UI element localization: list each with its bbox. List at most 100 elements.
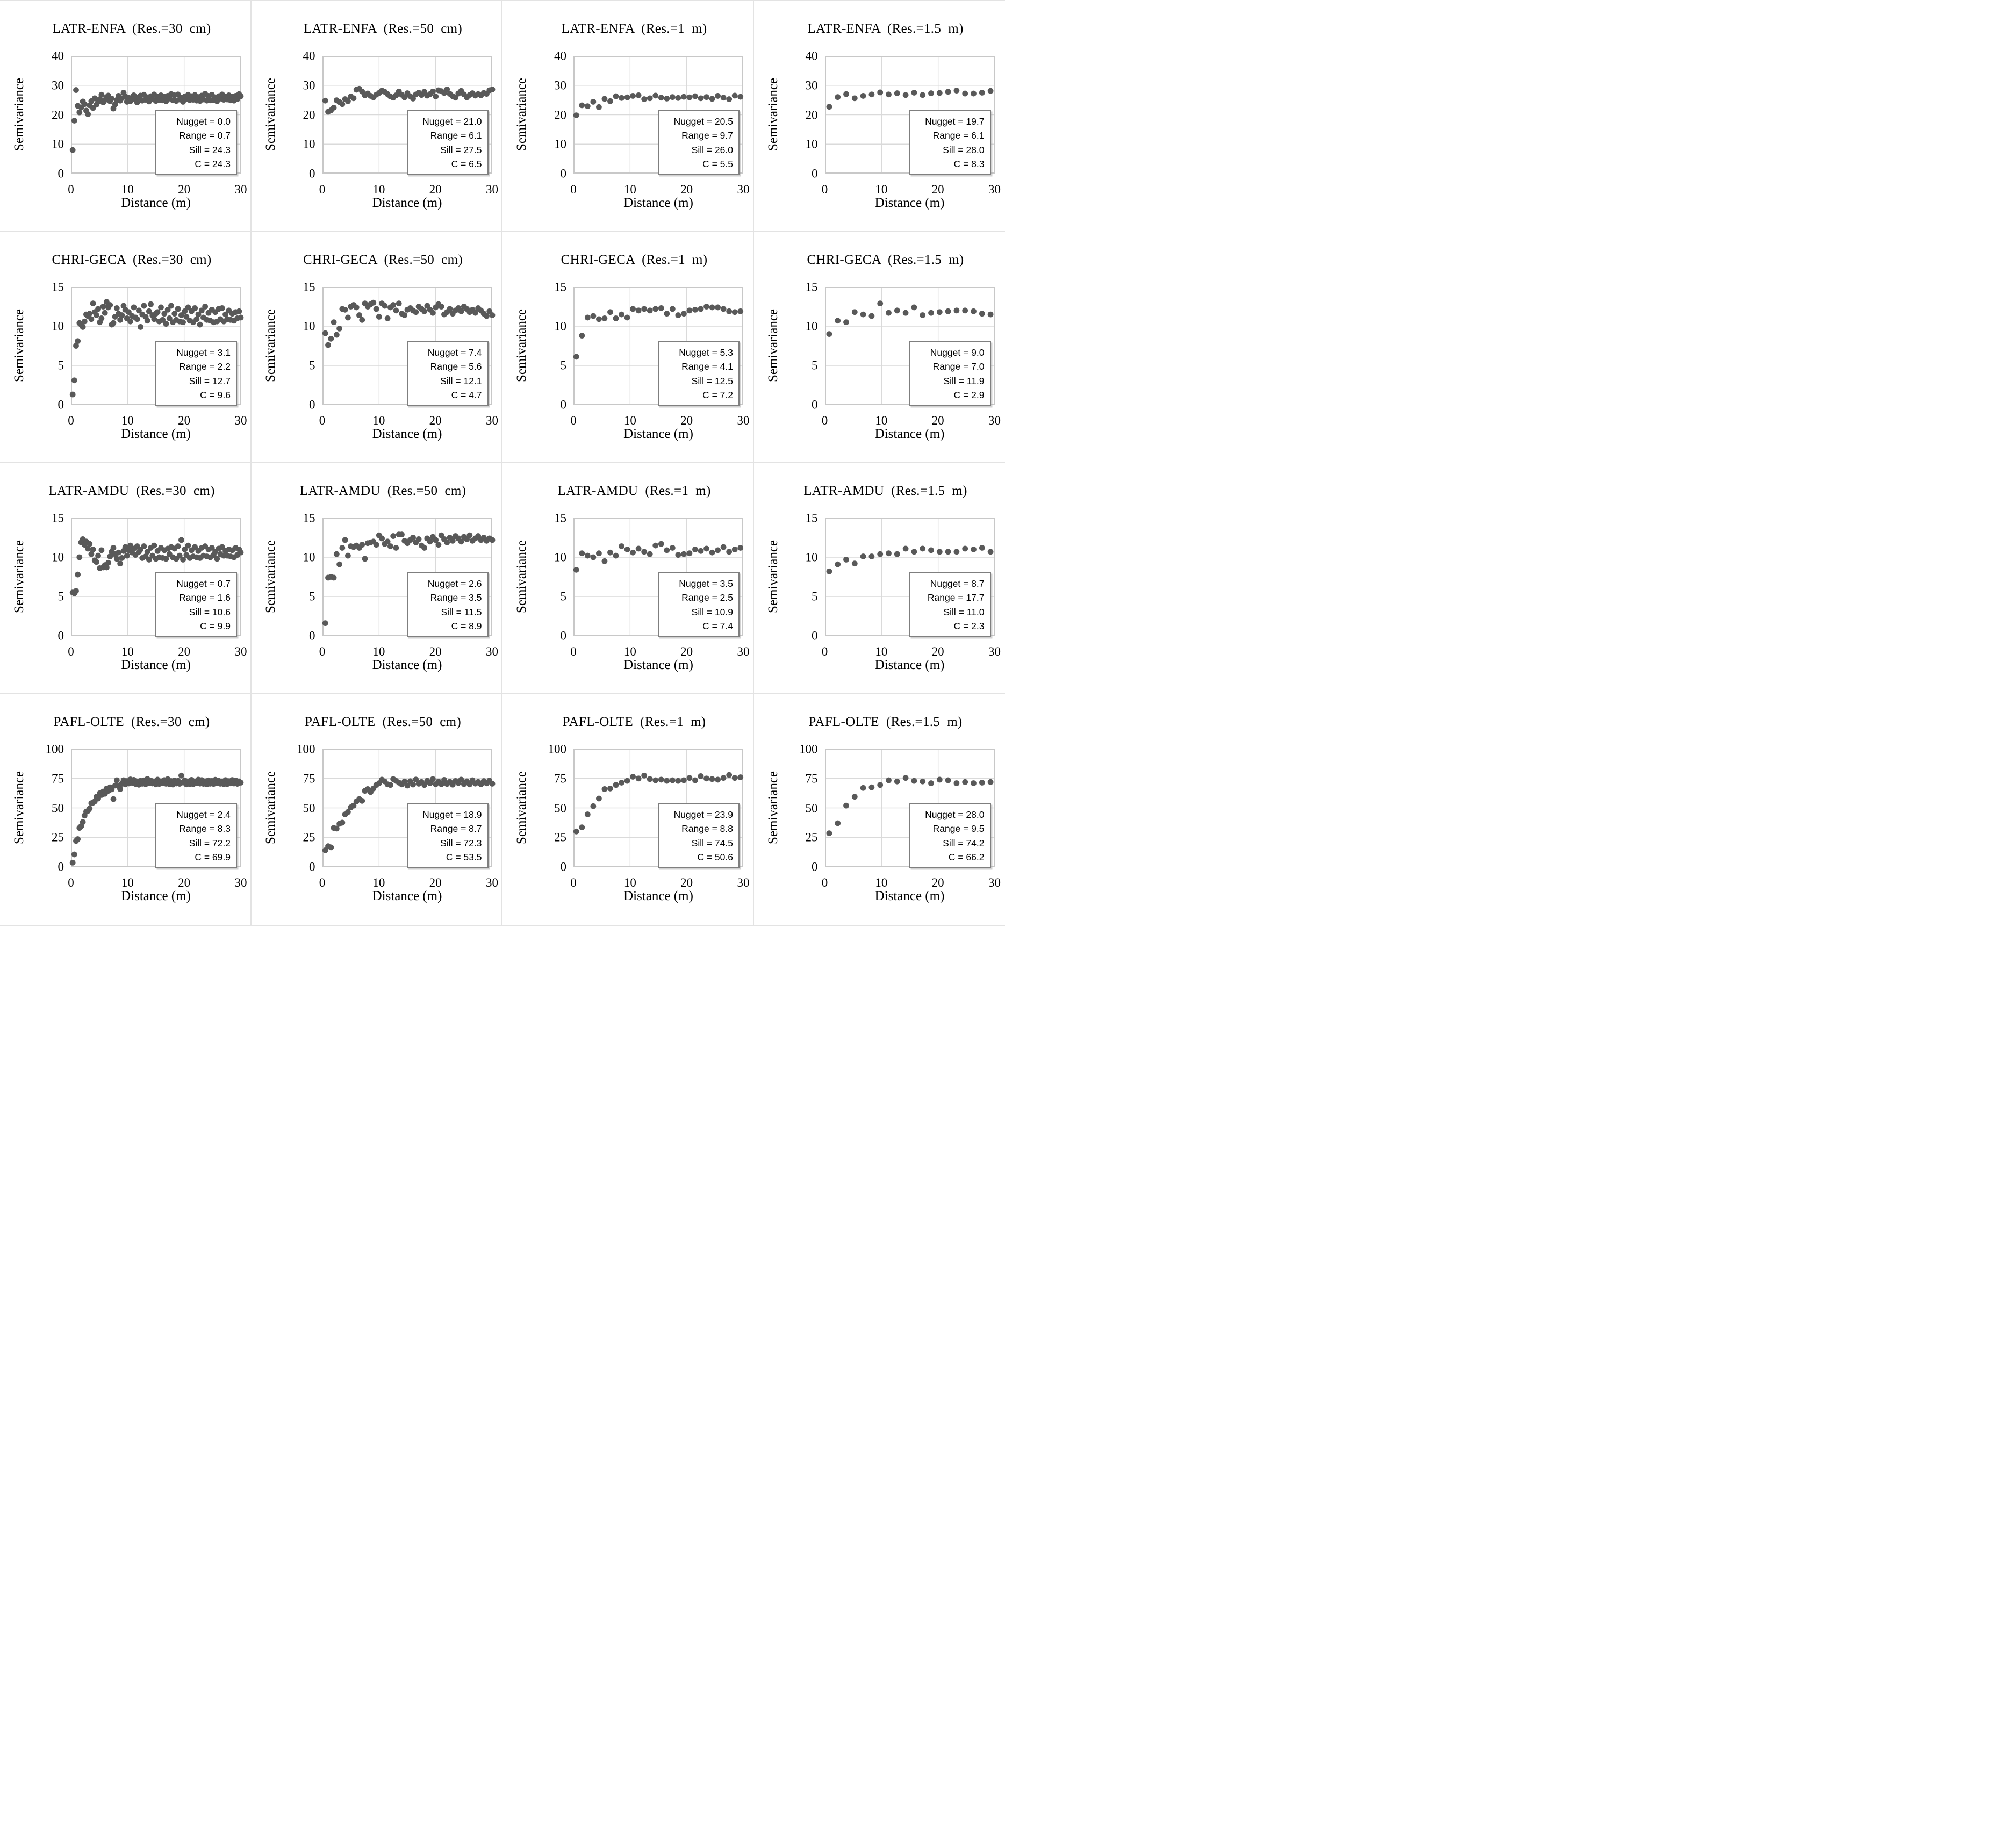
x-tick-label: 10: [372, 876, 385, 889]
x-tick-label: 20: [931, 183, 944, 196]
scatter-canvas: [69, 749, 244, 867]
y-axis-label: Semivariance: [765, 771, 780, 845]
y-tick-label: 15: [303, 511, 315, 525]
y-tick-label: 40: [805, 49, 818, 63]
x-axis-label: Distance (m): [372, 427, 442, 441]
y-axis-label: Semivariance: [514, 771, 529, 845]
x-tick-label: 30: [234, 876, 247, 889]
x-tick-label: 20: [429, 183, 442, 196]
x-tick-label: 10: [121, 414, 134, 427]
y-tick-label: 75: [303, 772, 315, 786]
y-tick-label: 0: [560, 167, 567, 181]
y-axis-label: Semivariance: [765, 308, 780, 383]
param-line-sill: Sill = 12.5: [691, 375, 733, 386]
plot-area: Nugget = 0.0 Range = 0.7 Sill = 24.3 C = 24…: [52, 50, 247, 196]
scatter-canvas: [322, 518, 495, 636]
y-tick-label: 0: [309, 167, 315, 181]
model-params-box: Nugget = 0.0 Range = 0.7 Sill = 24.3 C = 24…: [155, 110, 237, 175]
y-tick-label: 5: [812, 358, 818, 372]
y-tick-label: 20: [303, 108, 315, 121]
y-tick-label: 15: [554, 280, 566, 294]
x-tick-label: 10: [623, 183, 636, 196]
x-axis-label: Distance (m): [623, 427, 693, 441]
x-tick-label: 30: [737, 645, 750, 658]
y-tick-label: 25: [554, 830, 566, 844]
semivariogram-panel: LATR-AMDU (Res.=1 m) Semivariance Nugget…: [503, 463, 754, 694]
y-axis-label: Semivariance: [263, 540, 278, 614]
panel-title: PAFL-OLTE (Res.=1.5 m): [808, 715, 963, 729]
y-tick-label: 50: [303, 801, 315, 815]
x-tick-label: 0: [821, 645, 828, 658]
panel-title: LATR-ENFA (Res.=1.5 m): [807, 21, 964, 36]
x-tick-label: 30: [988, 876, 1001, 889]
semivariogram-panel: LATR-ENFA (Res.=1.5 m) Semivariance Nugg…: [753, 1, 1005, 232]
param-line-range: Range = 3.5: [430, 592, 482, 603]
x-tick-label: 20: [178, 183, 191, 196]
y-tick-label: 15: [554, 511, 566, 525]
x-tick-label: 10: [372, 414, 385, 427]
param-line-sill: Sill = 72.3: [440, 837, 482, 849]
panel-title: PAFL-OLTE (Res.=1 m): [562, 715, 706, 729]
x-tick-label: 0: [570, 183, 577, 196]
param-line-nugget: Nugget = 2.6: [427, 578, 482, 589]
param-line-sill: Sill = 28.0: [943, 144, 985, 155]
y-tick-label: 10: [805, 137, 818, 151]
x-tick-label: 0: [821, 414, 828, 427]
y-tick-label: 10: [805, 319, 818, 333]
param-line-c: C = 8.9: [451, 620, 482, 631]
y-tick-label: 0: [58, 629, 64, 643]
param-line-c: C = 69.9: [195, 851, 231, 862]
y-tick-label: 50: [554, 801, 566, 815]
param-line-c: C = 24.3: [195, 158, 231, 169]
x-tick-label: 10: [623, 414, 636, 427]
param-line-range: Range = 9.7: [681, 130, 733, 141]
y-axis-label: Semivariance: [263, 77, 278, 152]
y-tick-label: 40: [52, 49, 64, 63]
x-axis-label: Distance (m): [874, 889, 945, 903]
param-line-range: Range = 8.3: [179, 823, 231, 835]
y-tick-label: 5: [812, 589, 818, 603]
param-line-c: C = 6.5: [451, 158, 482, 169]
plot-area: Nugget = 19.7 Range = 6.1 Sill = 28.0 C = 8…: [806, 50, 1001, 196]
x-tick-label: 10: [875, 876, 888, 889]
x-tick-label: 0: [319, 876, 326, 889]
x-axis-label: Distance (m): [874, 658, 945, 672]
plot-area: Nugget = 7.4 Range = 5.6 Sill = 12.1 C = 4.…: [303, 281, 499, 427]
semivariogram-panel: CHRI-GECA (Res.=50 cm) Semivariance Nugg…: [251, 232, 503, 463]
y-tick-label: 15: [805, 511, 818, 525]
y-tick-label: 0: [58, 860, 64, 874]
y-tick-label: 30: [303, 78, 315, 92]
y-tick-label: 40: [303, 49, 315, 63]
plot-area: Nugget = 20.5 Range = 9.7 Sill = 26.0 C = 5…: [554, 50, 750, 196]
x-tick-label: 20: [178, 876, 191, 889]
param-line-c: C = 53.5: [446, 851, 482, 862]
param-line-c: C = 7.4: [702, 620, 733, 631]
param-line-sill: Sill = 10.6: [189, 606, 231, 617]
x-tick-label: 30: [486, 183, 498, 196]
y-tick-label: 5: [560, 358, 567, 372]
y-tick-label: 30: [52, 78, 64, 92]
x-tick-label: 10: [372, 645, 385, 658]
panel-title: LATR-AMDU (Res.=50 cm): [299, 484, 466, 498]
x-tick-label: 0: [821, 183, 828, 196]
y-tick-label: 100: [297, 742, 315, 756]
param-line-nugget: Nugget = 21.0: [422, 116, 482, 127]
y-axis-label: Semivariance: [765, 540, 780, 614]
y-tick-label: 5: [309, 358, 315, 372]
plot-area: Nugget = 23.9 Range = 8.8 Sill = 74.5 C = 5…: [548, 743, 750, 889]
y-axis-label: Semivariance: [514, 540, 529, 614]
plot-area: Nugget = 28.0 Range = 9.5 Sill = 74.2 C = 6…: [799, 743, 1001, 889]
y-tick-label: 0: [560, 860, 567, 874]
plot-area: Nugget = 3.1 Range = 2.2 Sill = 12.7 C = 9.…: [52, 281, 247, 427]
param-line-range: Range = 17.7: [927, 592, 985, 603]
x-tick-label: 10: [875, 183, 888, 196]
y-tick-label: 25: [52, 830, 64, 844]
plot-area: Nugget = 18.9 Range = 8.7 Sill = 72.3 C = 5…: [297, 743, 498, 889]
x-tick-label: 20: [931, 414, 944, 427]
param-line-nugget: Nugget = 23.9: [673, 809, 733, 820]
x-tick-label: 20: [429, 876, 442, 889]
semivariogram-panel: PAFL-OLTE (Res.=1 m) Semivariance Nugget…: [503, 694, 754, 925]
param-line-range: Range = 8.8: [681, 823, 733, 835]
panel-title: LATR-AMDU (Res.=1.5 m): [803, 484, 967, 498]
y-axis-label: Semivariance: [514, 77, 529, 152]
